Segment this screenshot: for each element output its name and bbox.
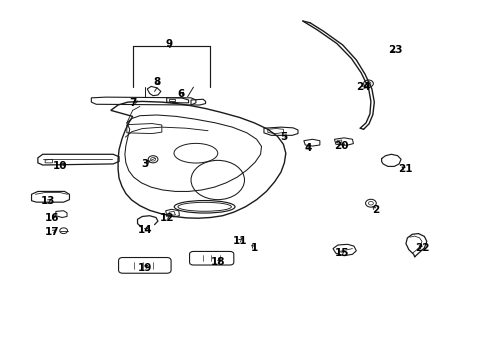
Text: 19: 19 <box>137 262 152 273</box>
Text: 11: 11 <box>232 236 246 246</box>
Text: 21: 21 <box>397 164 411 174</box>
Text: 18: 18 <box>210 257 224 267</box>
Text: 2: 2 <box>371 205 379 215</box>
Text: 4: 4 <box>304 143 311 153</box>
Text: 13: 13 <box>40 197 55 206</box>
Text: 17: 17 <box>45 227 60 237</box>
Text: 23: 23 <box>387 45 402 55</box>
Text: 20: 20 <box>334 141 348 151</box>
Text: 9: 9 <box>165 39 172 49</box>
Text: 16: 16 <box>45 212 60 222</box>
Text: 14: 14 <box>137 225 152 235</box>
Text: 22: 22 <box>414 243 428 253</box>
Text: 12: 12 <box>159 212 174 222</box>
Text: 6: 6 <box>177 89 184 99</box>
Text: 24: 24 <box>356 82 370 92</box>
Text: 10: 10 <box>52 161 67 171</box>
Text: 1: 1 <box>250 243 257 253</box>
Text: 15: 15 <box>334 248 348 258</box>
Text: 8: 8 <box>153 77 160 87</box>
Text: 7: 7 <box>129 98 136 108</box>
Text: 3: 3 <box>141 159 148 169</box>
Text: 5: 5 <box>279 132 286 142</box>
